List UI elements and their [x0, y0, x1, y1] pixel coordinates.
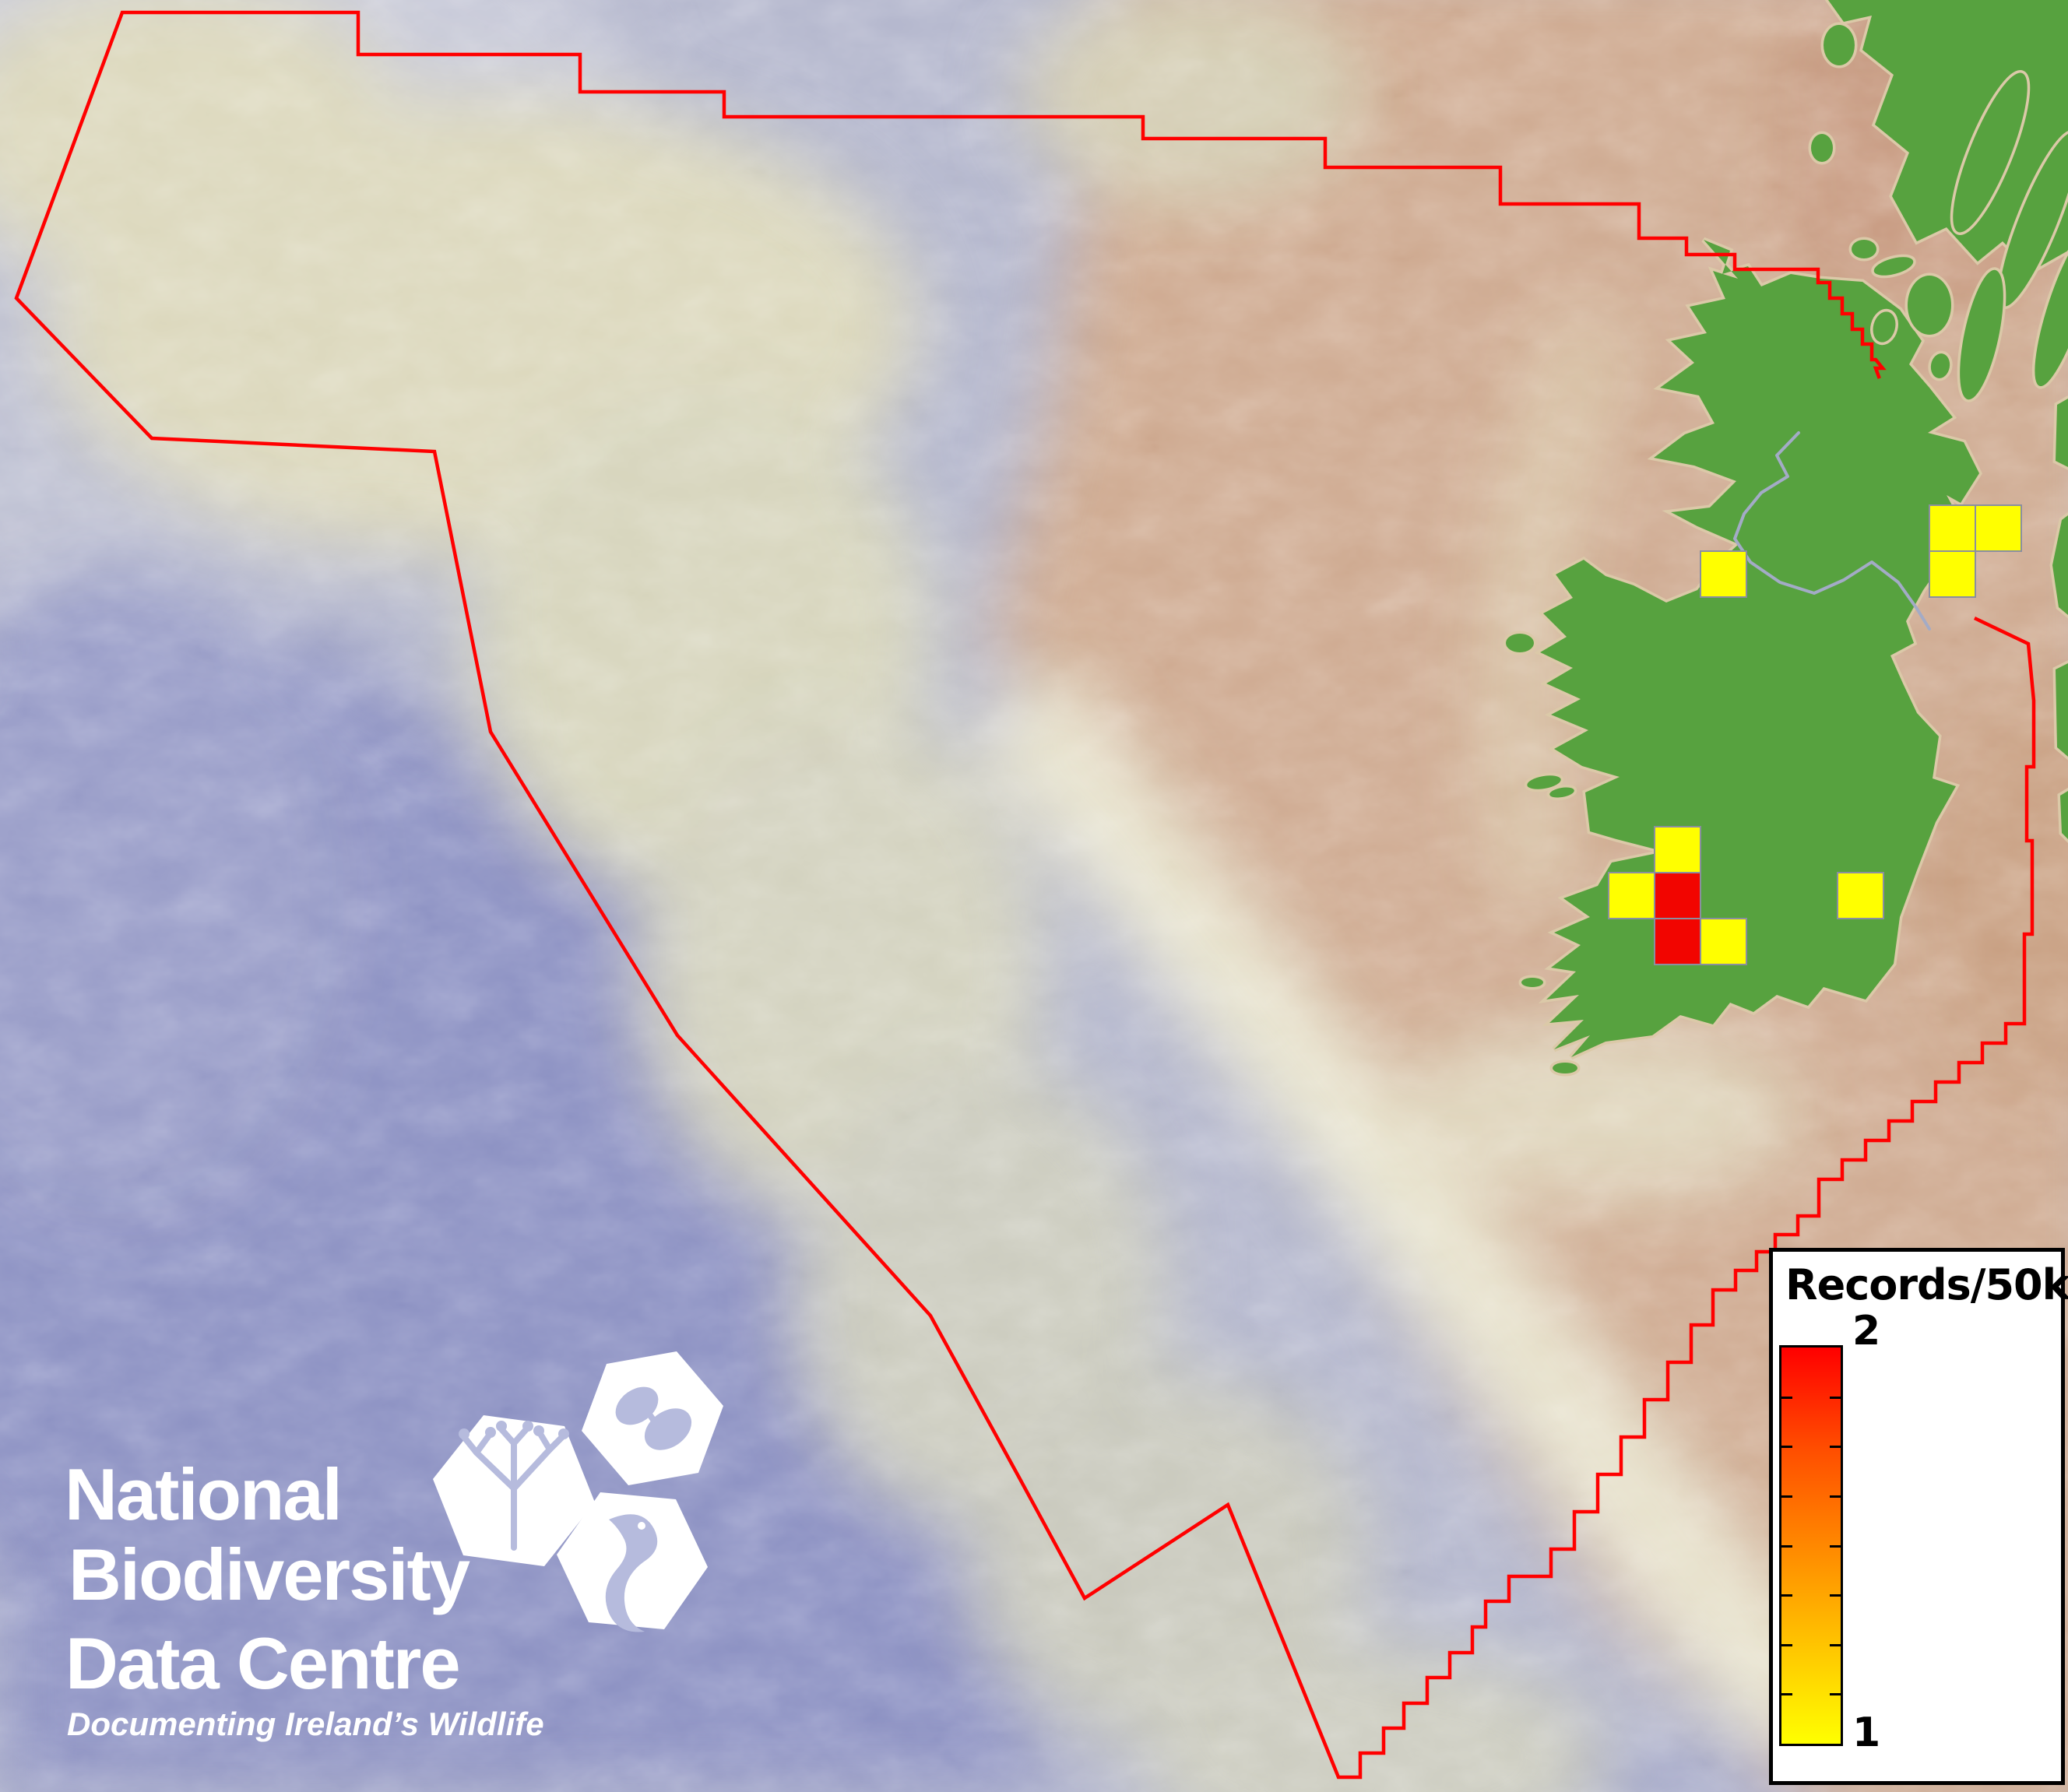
legend-tick	[1830, 1594, 1841, 1597]
grid-cell	[1929, 550, 1976, 598]
legend-tick	[1781, 1495, 1792, 1498]
legend-tick	[1830, 1545, 1841, 1548]
legend-tick	[1781, 1594, 1792, 1597]
hexagon-seahorse-icon	[557, 1492, 708, 1632]
grid-cell	[1929, 504, 1976, 552]
northern-ireland-border-line	[1733, 431, 1931, 631]
legend-max-value: 2	[1852, 1308, 1881, 1355]
grid-cell	[1608, 872, 1655, 919]
grid-cell	[1654, 918, 1701, 965]
records-grid-cells	[1608, 504, 2022, 965]
legend-tick	[1830, 1644, 1841, 1646]
grid-cell	[1700, 550, 1747, 598]
grid-cell	[1975, 504, 2022, 552]
grid-cell	[1654, 826, 1701, 873]
legend-tick	[1830, 1446, 1841, 1448]
legend-min-value: 1	[1852, 1709, 1881, 1756]
legend-tick	[1781, 1644, 1792, 1646]
legend-gradient-bar	[1779, 1345, 1843, 1746]
legend-tick	[1781, 1397, 1792, 1399]
legend-box: Records/50km 2 1	[1769, 1248, 2068, 1785]
nbdc-logo-hexagons	[433, 1351, 723, 1632]
hexagon-plant-icon	[433, 1415, 595, 1566]
legend-tick	[1830, 1495, 1841, 1498]
legend-tick	[1781, 1693, 1792, 1695]
grid-cell	[1837, 872, 1884, 919]
legend-tick	[1781, 1545, 1792, 1548]
legend-tick	[1830, 1397, 1841, 1399]
legend-title: Records/50km	[1785, 1260, 2068, 1309]
grid-cell	[1700, 918, 1747, 965]
eez-boundary-line	[14, 10, 2036, 1780]
legend-tick	[1781, 1446, 1792, 1448]
hexagon-butterfly-icon	[582, 1351, 723, 1485]
grid-cell	[1654, 872, 1701, 919]
legend-tick	[1830, 1693, 1841, 1695]
